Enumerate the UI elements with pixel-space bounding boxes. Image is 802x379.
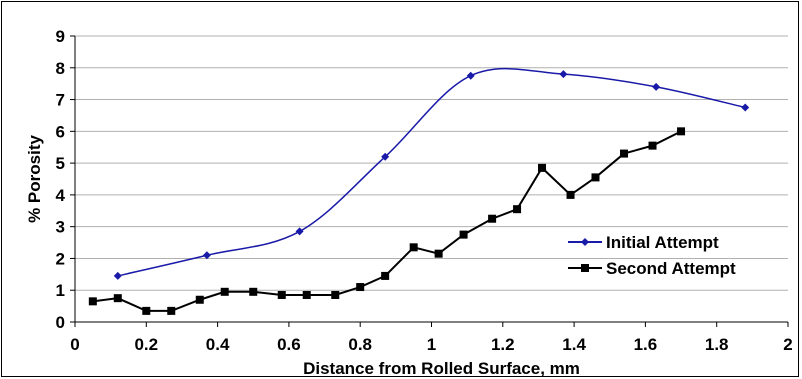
x-tick-label: 0.4 (206, 335, 230, 354)
y-axis-title: % Porosity (25, 135, 44, 223)
data-point (466, 71, 475, 80)
axes (70, 35, 789, 327)
x-tick-label: 1.4 (562, 335, 586, 354)
y-tick-label: 0 (56, 313, 65, 332)
data-point (220, 287, 229, 296)
x-tick-label: 0 (70, 335, 79, 354)
data-point (142, 306, 151, 315)
data-point (277, 290, 286, 299)
data-point (652, 82, 661, 91)
data-point (195, 295, 204, 304)
data-point (331, 290, 340, 299)
data-point (559, 70, 568, 79)
x-axis-title: Distance from Rolled Surface, mm (303, 359, 580, 378)
data-point (167, 306, 176, 315)
legend-marker (581, 264, 589, 272)
data-point (381, 271, 390, 280)
data-point (591, 173, 600, 182)
data-point (677, 127, 686, 136)
data-point (88, 297, 97, 306)
x-tick-labels: 0 0.2 0.4 0.6 0.8 1 1.2 1.4 1.6 1.8 2 (70, 335, 792, 354)
series-1 (113, 67, 750, 280)
data-point (620, 149, 629, 158)
series-line (117, 67, 746, 277)
y-tick-labels: 0 1 2 3 4 5 6 7 8 9 (56, 27, 66, 332)
legend: Initial Attempt Second Attempt (568, 233, 736, 278)
data-point (741, 103, 750, 112)
data-point (113, 271, 122, 280)
data-point (434, 249, 443, 258)
legend-marker (581, 238, 589, 246)
x-tick-label: 1.6 (634, 335, 658, 354)
data-point (356, 283, 365, 292)
legend-label: Second Attempt (606, 259, 736, 278)
y-tick-label: 1 (56, 281, 65, 300)
data-point (302, 290, 311, 299)
x-tick-label: 0.2 (134, 335, 158, 354)
series-group (88, 67, 750, 315)
series-2 (88, 127, 686, 315)
data-point (249, 287, 258, 296)
y-tick-label: 3 (56, 218, 65, 237)
data-point (488, 214, 497, 223)
data-point (648, 141, 657, 150)
data-point (459, 230, 468, 239)
data-point (566, 190, 575, 199)
x-tick-label: 1 (427, 335, 436, 354)
data-point (409, 243, 418, 252)
x-tick-label: 2 (783, 335, 792, 354)
legend-item: Second Attempt (568, 259, 736, 278)
x-tick-label: 0.8 (348, 335, 372, 354)
data-point (295, 227, 304, 236)
y-tick-label: 2 (56, 249, 65, 268)
legend-label: Initial Attempt (606, 233, 719, 252)
data-point (538, 163, 547, 172)
data-point (381, 152, 390, 161)
y-tick-label: 7 (56, 91, 65, 110)
y-tick-label: 6 (56, 122, 65, 141)
x-tick-label: 0.6 (277, 335, 301, 354)
y-tick-label: 8 (56, 59, 65, 78)
legend-item: Initial Attempt (568, 233, 719, 252)
y-tick-label: 9 (56, 27, 65, 46)
y-tick-label: 5 (56, 154, 65, 173)
data-point (513, 205, 522, 214)
x-tick-label: 1.2 (491, 335, 515, 354)
y-tick-label: 4 (56, 186, 66, 205)
x-tick-label: 1.8 (705, 335, 729, 354)
data-point (202, 251, 211, 260)
data-point (113, 294, 122, 303)
